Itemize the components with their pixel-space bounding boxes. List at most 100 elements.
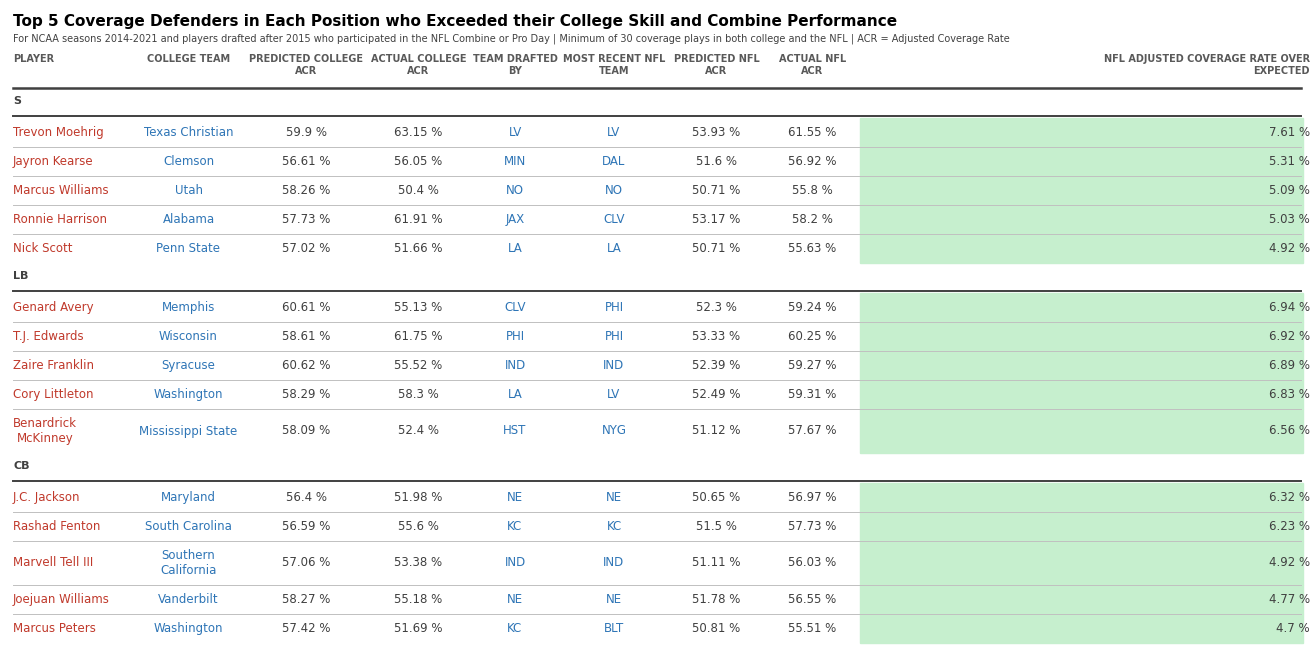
Text: 58.3 %: 58.3 % bbox=[398, 388, 439, 401]
Text: KC: KC bbox=[507, 520, 523, 533]
Text: 51.78 %: 51.78 % bbox=[692, 593, 741, 606]
Text: 51.5 %: 51.5 % bbox=[696, 520, 737, 533]
Text: 6.94 %: 6.94 % bbox=[1269, 301, 1310, 314]
Bar bbox=[859, 118, 1303, 147]
Text: NO: NO bbox=[506, 184, 524, 197]
Text: 50.71 %: 50.71 % bbox=[692, 242, 741, 255]
Text: 4.7 %: 4.7 % bbox=[1276, 622, 1310, 635]
Text: 56.03 %: 56.03 % bbox=[788, 556, 837, 570]
Text: COLLEGE TEAM: COLLEGE TEAM bbox=[147, 54, 230, 64]
Text: 4.92 %: 4.92 % bbox=[1269, 556, 1310, 570]
Text: PLAYER: PLAYER bbox=[13, 54, 54, 64]
Text: PHI: PHI bbox=[604, 301, 624, 314]
Text: 58.61 %: 58.61 % bbox=[281, 330, 330, 343]
Text: 53.93 %: 53.93 % bbox=[692, 126, 741, 139]
Text: 59.31 %: 59.31 % bbox=[788, 388, 837, 401]
Text: Southern
California: Southern California bbox=[160, 549, 217, 577]
Text: 55.6 %: 55.6 % bbox=[398, 520, 439, 533]
Bar bbox=[859, 409, 1303, 453]
Text: CLV: CLV bbox=[505, 301, 526, 314]
Text: Clemson: Clemson bbox=[163, 155, 214, 168]
Text: 56.97 %: 56.97 % bbox=[788, 491, 837, 504]
Text: For NCAA seasons 2014-2021 and players drafted after 2015 who participated in th: For NCAA seasons 2014-2021 and players d… bbox=[13, 33, 1009, 43]
Text: 50.81 %: 50.81 % bbox=[692, 622, 741, 635]
Text: LV: LV bbox=[509, 126, 522, 139]
Text: 56.61 %: 56.61 % bbox=[281, 155, 330, 168]
Text: PHI: PHI bbox=[604, 330, 624, 343]
Text: 4.92 %: 4.92 % bbox=[1269, 242, 1310, 255]
Text: 58.29 %: 58.29 % bbox=[281, 388, 330, 401]
Text: 53.33 %: 53.33 % bbox=[692, 330, 741, 343]
Text: MOST RECENT NFL
TEAM: MOST RECENT NFL TEAM bbox=[562, 54, 665, 75]
Text: Marcus Williams: Marcus Williams bbox=[13, 184, 109, 197]
Text: CLV: CLV bbox=[603, 213, 624, 226]
Text: 51.11 %: 51.11 % bbox=[692, 556, 741, 570]
Text: NE: NE bbox=[507, 593, 523, 606]
Text: 55.18 %: 55.18 % bbox=[394, 593, 443, 606]
Text: DAL: DAL bbox=[602, 155, 625, 168]
Text: 61.55 %: 61.55 % bbox=[788, 126, 837, 139]
Text: Memphis: Memphis bbox=[162, 301, 215, 314]
Text: 60.62 %: 60.62 % bbox=[281, 359, 330, 372]
Bar bbox=[859, 147, 1303, 176]
Text: 4.77 %: 4.77 % bbox=[1269, 593, 1310, 606]
Text: Penn State: Penn State bbox=[156, 242, 221, 255]
Text: TEAM DRAFTED
BY: TEAM DRAFTED BY bbox=[473, 54, 557, 75]
Text: 51.12 %: 51.12 % bbox=[692, 424, 741, 437]
Bar bbox=[859, 293, 1303, 322]
Text: Mississippi State: Mississippi State bbox=[139, 424, 238, 437]
Text: 55.8 %: 55.8 % bbox=[792, 184, 833, 197]
Text: IND: IND bbox=[505, 556, 526, 570]
Text: IND: IND bbox=[603, 556, 624, 570]
Text: 59.27 %: 59.27 % bbox=[788, 359, 837, 372]
Text: KC: KC bbox=[606, 520, 622, 533]
Text: 50.71 %: 50.71 % bbox=[692, 184, 741, 197]
Text: PREDICTED COLLEGE
ACR: PREDICTED COLLEGE ACR bbox=[248, 54, 363, 75]
Text: 51.6 %: 51.6 % bbox=[696, 155, 737, 168]
Text: 56.55 %: 56.55 % bbox=[788, 593, 837, 606]
Text: Syracuse: Syracuse bbox=[162, 359, 215, 372]
Text: 55.52 %: 55.52 % bbox=[394, 359, 443, 372]
Text: 51.98 %: 51.98 % bbox=[394, 491, 443, 504]
Text: 61.91 %: 61.91 % bbox=[394, 213, 443, 226]
Bar bbox=[859, 614, 1303, 643]
Text: NO: NO bbox=[604, 184, 623, 197]
Text: Alabama: Alabama bbox=[163, 213, 214, 226]
Text: 51.69 %: 51.69 % bbox=[394, 622, 443, 635]
Text: 58.27 %: 58.27 % bbox=[281, 593, 330, 606]
Text: Vanderbilt: Vanderbilt bbox=[158, 593, 219, 606]
Text: Cory Littleton: Cory Littleton bbox=[13, 388, 93, 401]
Bar bbox=[859, 351, 1303, 380]
Bar bbox=[859, 541, 1303, 585]
Text: T.J. Edwards: T.J. Edwards bbox=[13, 330, 84, 343]
Text: Top 5 Coverage Defenders in Each Position who Exceeded their College Skill and C: Top 5 Coverage Defenders in Each Positio… bbox=[13, 14, 897, 29]
Bar bbox=[859, 512, 1303, 541]
Text: 5.31 %: 5.31 % bbox=[1269, 155, 1310, 168]
Text: 53.38 %: 53.38 % bbox=[394, 556, 443, 570]
Text: 57.73 %: 57.73 % bbox=[788, 520, 837, 533]
Bar bbox=[859, 234, 1303, 263]
Bar bbox=[859, 483, 1303, 512]
Text: JAX: JAX bbox=[506, 213, 524, 226]
Text: Washington: Washington bbox=[154, 388, 223, 401]
Text: Trevon Moehrig: Trevon Moehrig bbox=[13, 126, 104, 139]
Text: LA: LA bbox=[507, 388, 523, 401]
Text: Marvell Tell III: Marvell Tell III bbox=[13, 556, 93, 570]
Text: 55.13 %: 55.13 % bbox=[394, 301, 443, 314]
Bar bbox=[859, 322, 1303, 351]
Text: 58.26 %: 58.26 % bbox=[281, 184, 330, 197]
Text: IND: IND bbox=[505, 359, 526, 372]
Text: LA: LA bbox=[607, 242, 622, 255]
Text: NE: NE bbox=[606, 593, 622, 606]
Text: 51.66 %: 51.66 % bbox=[394, 242, 443, 255]
Text: 50.4 %: 50.4 % bbox=[398, 184, 439, 197]
Text: Ronnie Harrison: Ronnie Harrison bbox=[13, 213, 106, 226]
Text: 7.61 %: 7.61 % bbox=[1269, 126, 1310, 139]
Text: 6.92 %: 6.92 % bbox=[1269, 330, 1310, 343]
Text: Texas Christian: Texas Christian bbox=[143, 126, 234, 139]
Text: LV: LV bbox=[607, 126, 620, 139]
Text: 6.83 %: 6.83 % bbox=[1269, 388, 1310, 401]
Text: HST: HST bbox=[503, 424, 527, 437]
Text: Marcus Peters: Marcus Peters bbox=[13, 622, 96, 635]
Text: KC: KC bbox=[507, 622, 523, 635]
